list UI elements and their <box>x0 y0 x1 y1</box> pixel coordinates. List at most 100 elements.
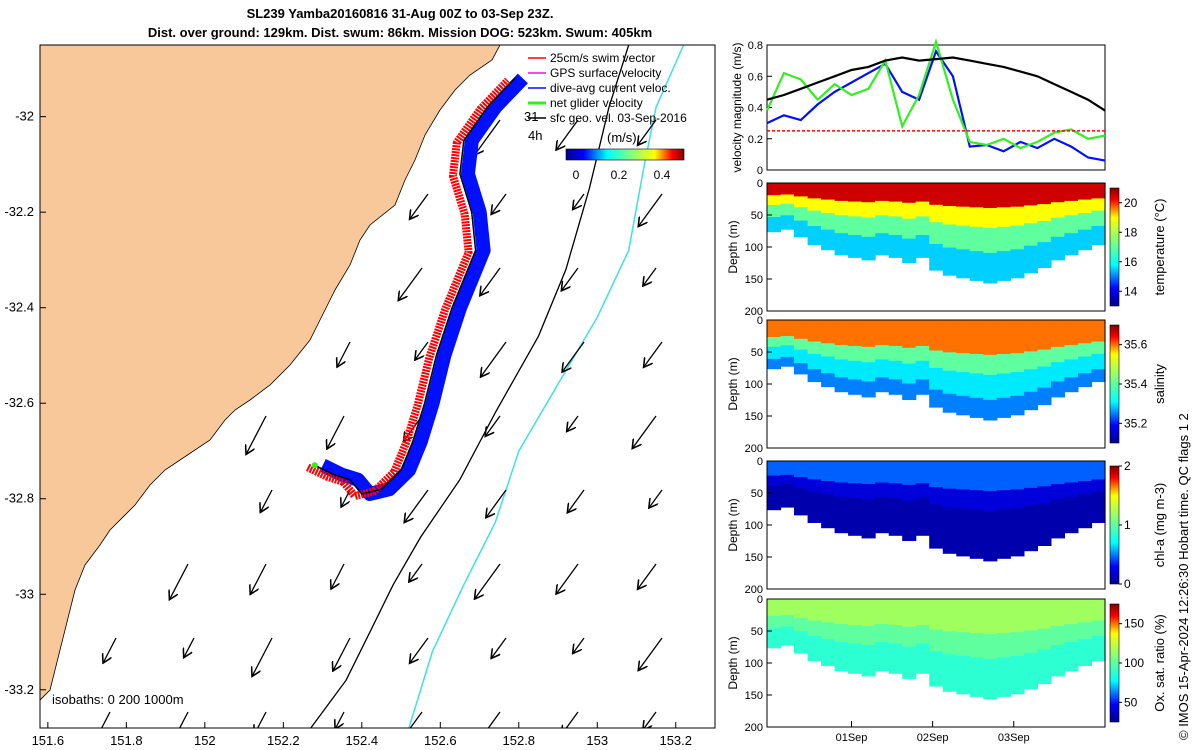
salinity-cell <box>1023 351 1038 370</box>
temperature-cell <box>848 183 863 203</box>
oxygen-cell <box>1078 638 1093 667</box>
oxygen-ytick-label: 0 <box>757 594 763 606</box>
oxygen-cell <box>848 625 863 645</box>
salinity-ytick-label: 50 <box>751 347 763 359</box>
salinity-ytick-label: 200 <box>745 443 763 455</box>
temperature-cell <box>1091 183 1106 199</box>
salinity-cell <box>1010 320 1025 354</box>
oxygen-cell <box>821 599 836 623</box>
temperature-cell <box>969 183 984 208</box>
oxygen-cell <box>969 657 984 697</box>
salinity-cell <box>821 320 836 344</box>
temperature-cell <box>1091 226 1106 245</box>
oxygen-cell <box>1091 635 1106 662</box>
current-arrow <box>104 637 117 662</box>
oxygen-cell <box>834 599 849 625</box>
salinity-cell <box>929 367 944 391</box>
temperature-cell <box>888 183 903 203</box>
map-ytick-label: -32.8 <box>4 491 34 506</box>
temperature-cell <box>929 183 944 206</box>
salinity-ylabel: Depth (m) <box>726 357 740 410</box>
salinity-cell <box>942 393 957 413</box>
chlorophyll-colorbar-tick-label: 2 <box>1124 459 1131 473</box>
oxygen-cell <box>875 599 890 625</box>
chlorophyll-cell <box>983 510 998 562</box>
oxygen-cell <box>807 620 822 637</box>
salinity-cell <box>1091 341 1106 355</box>
temperature-cell <box>861 217 876 238</box>
isobaths-label: isobaths: 0 200 1000m <box>52 692 184 707</box>
temperature-cell <box>848 216 863 236</box>
temperature-cell <box>848 201 863 217</box>
temperature-cell <box>875 215 890 234</box>
chlorophyll-cell <box>1037 486 1052 504</box>
chlorophyll-cell <box>875 482 890 498</box>
salinity-cell <box>888 360 903 380</box>
temperature-cell <box>767 183 782 196</box>
temperature-cell <box>794 207 809 222</box>
chlorophyll-cell <box>969 490 984 511</box>
temperature-cell <box>794 220 809 238</box>
oxygen-colorbar-tick-label: 50 <box>1124 695 1138 709</box>
temperature-cell <box>1091 210 1106 227</box>
map-xtick-label: 152.2 <box>267 733 300 748</box>
salinity-ytick-label: 100 <box>745 379 763 391</box>
salinity-cell <box>807 369 822 383</box>
salinity-cell <box>1078 373 1093 388</box>
oxygen-cell <box>861 625 876 646</box>
temperature-cell <box>821 183 836 201</box>
oxygen-cell <box>888 599 903 626</box>
salinity-ytick-label: 0 <box>757 315 763 327</box>
map-ytick-label: -32.2 <box>4 204 34 219</box>
chlorophyll-cell <box>875 461 890 484</box>
oxygen-cell <box>1050 599 1065 627</box>
chlorophyll-cell <box>942 461 957 490</box>
temperature-cell <box>1037 242 1052 268</box>
salinity-cell <box>983 374 998 401</box>
temperature-cell <box>983 208 998 229</box>
salinity-cell <box>996 320 1011 355</box>
current-arrow <box>650 489 663 507</box>
current-arrow <box>486 415 501 435</box>
oxygen-cell <box>1064 642 1079 672</box>
temperature-colorbar-label: temperature (°C) <box>1152 199 1167 296</box>
current-arrow <box>567 415 579 431</box>
current-arrow <box>178 711 189 728</box>
legend-label-0: 25cm/s swim vector <box>550 51 655 65</box>
temperature-cell <box>1050 236 1065 261</box>
oxygen-cell <box>915 625 930 645</box>
oxygen-cell <box>1023 652 1038 690</box>
current-arrow <box>416 341 429 359</box>
oxygen-cell <box>1010 599 1025 633</box>
chlorophyll-cell <box>1064 461 1079 484</box>
salinity-cell <box>794 320 809 340</box>
oxygen-cell <box>794 617 809 632</box>
time-tick-label: 03Sep <box>998 732 1030 744</box>
chlorophyll-ytick-label: 50 <box>751 488 763 500</box>
temperature-cell <box>1091 198 1106 212</box>
chlorophyll-cell <box>929 487 944 506</box>
chlorophyll-colorbar-tick-label: 1 <box>1124 518 1131 532</box>
oxygen-cell <box>1050 645 1065 677</box>
temperature-cell <box>996 207 1011 228</box>
temperature-colorbar-tick-label: 18 <box>1124 225 1138 239</box>
temperature-cell <box>956 249 971 279</box>
salinity-colorbar-tick-label: 35.2 <box>1124 416 1148 430</box>
chlorophyll-colorbar-label: chl-a (mg m-3) <box>1152 483 1167 568</box>
temperature-cell <box>848 235 863 258</box>
chlorophyll-cell <box>794 477 809 489</box>
map-ytick-label: -33 <box>15 586 34 601</box>
temperature-cell <box>915 183 930 203</box>
temperature-colorbar <box>1109 187 1120 307</box>
vector-scale-label-2: 4h <box>528 128 542 143</box>
temperature-cell <box>1037 204 1052 222</box>
current-arrow <box>638 119 657 144</box>
salinity-cell <box>969 397 984 418</box>
oxygen-cell <box>956 599 971 633</box>
isobaths-group <box>310 45 685 728</box>
glider-track-line <box>314 77 516 495</box>
salinity-cell <box>1091 369 1106 383</box>
oxygen-cell <box>983 633 998 660</box>
temperature-cell <box>1050 217 1065 238</box>
salinity-cell <box>1050 362 1065 382</box>
